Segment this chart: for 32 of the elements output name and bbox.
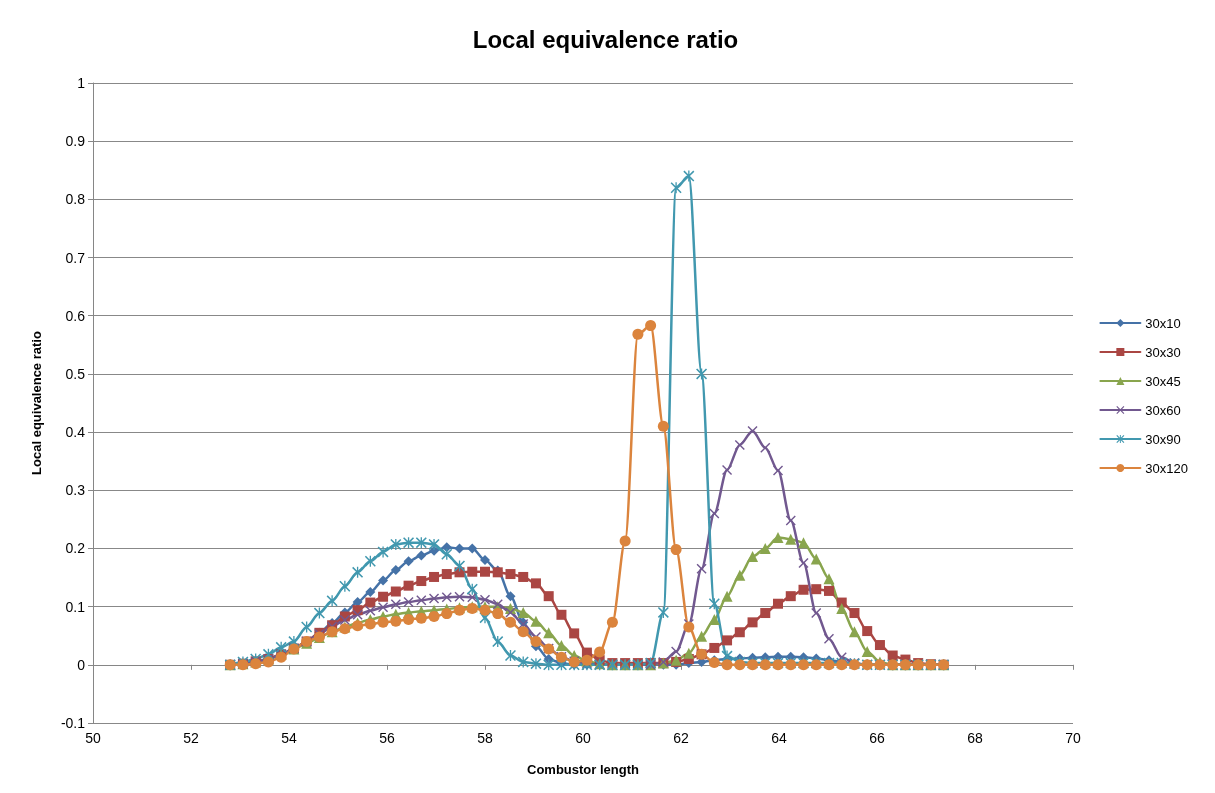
y-tick-label: 0.6 — [65, 307, 86, 324]
y-tick-label: 0.2 — [65, 540, 86, 557]
y-tick-label: 0.1 — [65, 598, 86, 615]
y-tick-label: 0.5 — [65, 365, 86, 382]
y-axis-title: Local equivalence ratio — [29, 331, 44, 475]
x-tick-label: 60 — [575, 730, 591, 746]
x-tick-label: 66 — [869, 730, 885, 746]
x-tick-label: 52 — [183, 730, 199, 746]
legend-label: 30x10 — [1145, 315, 1181, 331]
y-tick-label: 0.7 — [65, 249, 86, 266]
y-tick-label: 1 — [77, 75, 86, 91]
x-tick-label: 68 — [967, 730, 983, 746]
legend-label: 30x120 — [1145, 460, 1189, 476]
y-tick-label: 0.9 — [65, 133, 86, 150]
x-tick-label: 56 — [379, 730, 395, 746]
y-tick-label: 0 — [77, 656, 86, 673]
legend-label: 30x90 — [1145, 431, 1181, 447]
x-tick-label: 54 — [281, 730, 297, 746]
x-axis-title: Combustor length — [527, 762, 640, 777]
legend-label: 30x60 — [1145, 402, 1181, 418]
y-tick-label: -0.1 — [60, 715, 86, 731]
chart-title: Local equivalence ratio — [472, 25, 739, 53]
x-tick-label: 50 — [85, 730, 101, 746]
x-tick-label: 64 — [771, 730, 787, 746]
y-tick-label: 0.8 — [65, 191, 86, 208]
legend-label: 30x30 — [1145, 344, 1181, 360]
y-tick-label: 0.3 — [65, 482, 86, 499]
x-tick-label: 70 — [1065, 730, 1081, 746]
x-tick-label: 62 — [673, 730, 689, 746]
x-tick-label: 58 — [477, 730, 493, 746]
legend-label: 30x45 — [1145, 373, 1181, 389]
y-tick-label: 0.4 — [65, 424, 86, 441]
